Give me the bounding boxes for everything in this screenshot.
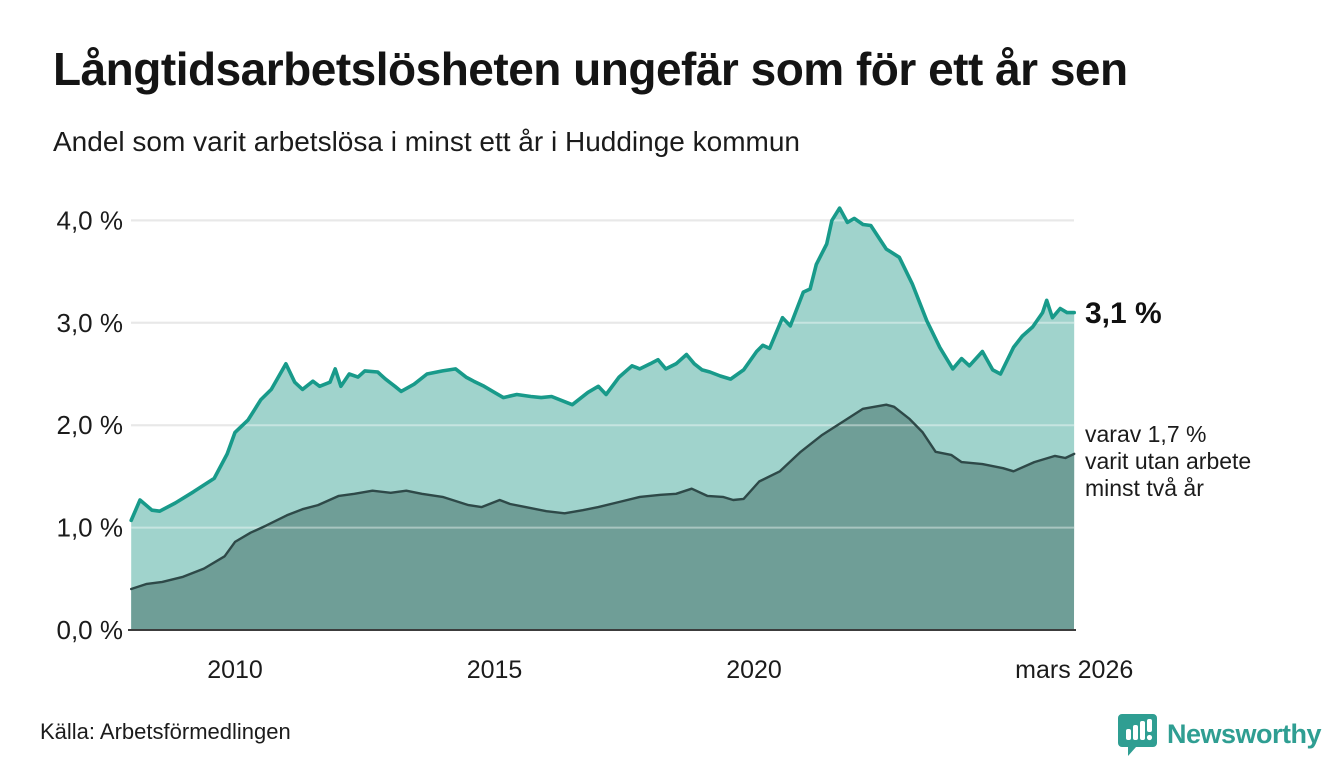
area-chart: 0,0 % 1,0 % 2,0 % 3,0 % 4,0 % 2010 2015 2020 ma… — [57, 205, 1134, 684]
source-note: Källa: Arbetsförmedlingen — [40, 719, 291, 744]
latest-value-label: 3,1 % — [1085, 297, 1162, 330]
x-axis-labels: 2010 2015 2020 mars 2026 — [207, 656, 1133, 684]
newsworthy-wordmark: Newsworthy — [1167, 719, 1322, 749]
two-year-annotation-line: minst två år — [1085, 475, 1204, 501]
newsworthy-icon — [1118, 714, 1157, 756]
y-axis-labels: 0,0 % 1,0 % 2,0 % 3,0 % 4,0 % — [57, 205, 124, 645]
x-tick-label: 2010 — [207, 656, 263, 684]
x-tick-label: 2015 — [467, 656, 523, 684]
y-tick-label: 2,0 % — [57, 410, 124, 440]
two-year-line — [130, 403, 1076, 591]
y-tick-label: 4,0 % — [57, 205, 124, 235]
newsworthy-logo[interactable]: Newsworthy — [1118, 712, 1322, 757]
x-tick-label: 2020 — [726, 656, 782, 684]
chart-lines — [129, 206, 1076, 591]
two-year-area — [131, 404, 1075, 630]
page-title: Långtidsarbetslösheten ungefär som för e… — [53, 43, 1128, 95]
y-tick-label: 3,0 % — [57, 308, 124, 338]
two-year-annotation-line: varit utan arbete — [1085, 448, 1252, 474]
y-tick-label: 0,0 % — [57, 615, 124, 645]
one-year-line — [129, 206, 1076, 523]
x-tick-label: mars 2026 — [1015, 656, 1133, 684]
two-year-annotation-line: varav 1,7 % — [1085, 421, 1207, 447]
two-year-annotation: varav 1,7 % varit utan arbete minst två … — [1085, 421, 1251, 502]
y-tick-label: 1,0 % — [57, 513, 124, 543]
page-subtitle: Andel som varit arbetslösa i minst ett å… — [53, 126, 800, 157]
chart-areas — [131, 208, 1075, 630]
